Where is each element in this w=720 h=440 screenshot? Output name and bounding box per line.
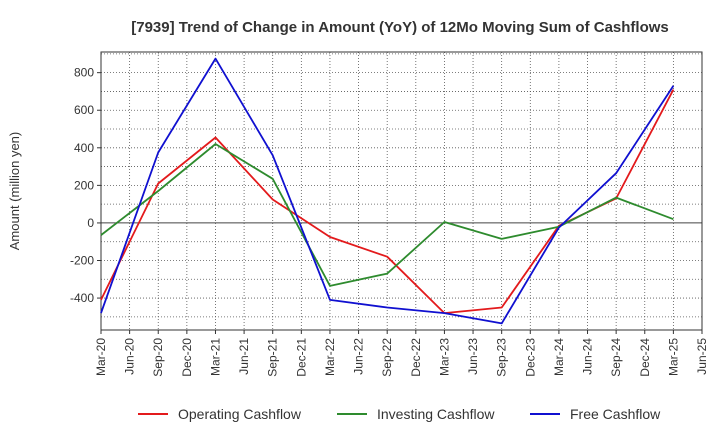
y-axis-label: Amount (million yen) (7, 132, 22, 251)
x-tick-label: Sep-21 (266, 338, 280, 377)
x-tick-label: Dec-21 (294, 338, 308, 377)
legend-label: Investing Cashflow (377, 406, 495, 422)
series-line-investing-cashflow (100, 143, 674, 287)
x-tick-label: Mar-22 (323, 338, 337, 376)
x-tick-label: Sep-24 (609, 338, 623, 377)
x-tick-label: Mar-25 (666, 338, 680, 376)
y-tick-label: 600 (74, 103, 94, 117)
plot-area: -400 -200 0 200 400 600 800 Mar-20 Jun-20 Sep-20 D… (70, 51, 709, 377)
x-tick-label: Dec-23 (523, 338, 537, 377)
y-tick-label: 800 (74, 66, 94, 80)
series-line-free-cashflow (100, 57, 675, 325)
legend: Operating Cashflow Investing Cashflow Free… (138, 406, 661, 422)
x-tick-label: Jun-24 (581, 338, 595, 375)
x-tick-label: Mar-21 (208, 338, 222, 376)
x-tick-label: Sep-22 (380, 338, 394, 377)
y-tick-label: -200 (70, 254, 94, 268)
plot-frame (100, 51, 703, 331)
x-tick-label: Sep-20 (151, 338, 165, 377)
x-tick-label: Jun-22 (352, 338, 366, 375)
x-tick-label: Dec-24 (638, 338, 652, 377)
legend-label: Operating Cashflow (178, 406, 302, 422)
x-tick-label: Jun-23 (466, 338, 480, 375)
y-tick-label: 0 (87, 216, 94, 230)
x-tick-label: Dec-20 (180, 338, 194, 377)
x-tick-label: Sep-23 (495, 338, 509, 377)
x-tick-label: Jun-21 (237, 338, 251, 375)
x-tick-label: Mar-24 (552, 338, 566, 376)
x-tick-label: Dec-22 (409, 338, 423, 377)
x-tick-label: Mar-23 (437, 338, 451, 376)
x-tick-label: Jun-25 (695, 338, 709, 375)
y-tick-label: 400 (74, 141, 94, 155)
y-tick-label: -400 (70, 291, 94, 305)
x-tick-label: Jun-20 (123, 338, 137, 375)
legend-label: Free Cashflow (570, 406, 661, 422)
y-tick-label: 200 (74, 178, 94, 192)
x-tick-label: Mar-20 (94, 338, 108, 376)
chart-title: [7939] Trend of Change in Amount (YoY) o… (131, 19, 669, 36)
